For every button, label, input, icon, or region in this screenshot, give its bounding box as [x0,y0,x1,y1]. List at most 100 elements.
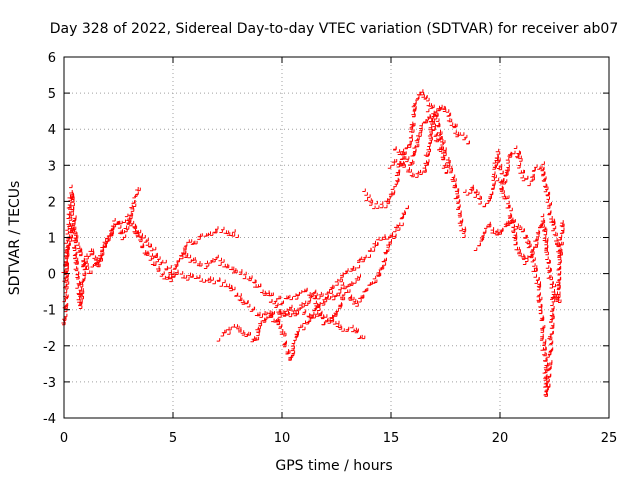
data-point [367,194,371,198]
data-point [517,162,522,166]
data-point [73,259,78,264]
data-point [395,177,399,182]
data-point [456,200,460,204]
data-point [79,283,84,288]
data-point [542,226,547,231]
data-point [210,277,214,281]
x-tick-label: 25 [601,431,618,446]
data-point [401,151,406,156]
data-point [260,289,264,293]
data-point [331,296,336,301]
data-point [350,324,354,329]
data-point [438,148,443,152]
data-point [413,148,417,152]
data-point [90,250,95,255]
data-point [345,328,349,332]
data-point [94,257,98,261]
data-point [323,298,328,303]
data-point [549,285,553,289]
grid-lines [64,57,609,418]
data-point [154,254,158,258]
data-point [226,232,231,236]
x-tick-label: 0 [60,431,68,446]
data-point [354,300,358,304]
data-point [208,260,213,264]
data-point [447,112,452,117]
data-point [81,257,85,262]
data-point [229,232,233,236]
data-point [302,320,306,324]
data-point [347,295,352,300]
data-point [477,242,481,247]
data-point [466,140,470,145]
data-point [412,152,416,156]
data-point [76,280,81,285]
data-point [499,188,504,192]
data-point [396,169,401,173]
data-point [253,279,257,284]
data-point [277,295,282,300]
data-point [148,244,152,248]
data-point [493,174,497,179]
y-tick-label: 3 [48,159,56,174]
data-point [66,242,70,246]
data-point [132,203,137,207]
data-point [70,208,75,213]
data-point [508,215,512,219]
data-point [76,242,80,246]
data-point [132,223,136,228]
data-point [112,218,116,222]
data-point [111,226,115,230]
data-point [463,189,467,193]
data-point [396,178,400,183]
data-point [508,220,513,224]
data-point [456,206,460,210]
data-point [193,259,197,264]
data-point [123,225,128,229]
data-point [338,286,342,291]
data-point [202,279,206,283]
data-point [142,250,147,254]
data-point [521,255,526,259]
data-point [65,227,69,231]
data-point [137,229,142,234]
data-point [78,248,83,253]
data-point [382,262,387,266]
data-point [79,252,83,257]
data-point [70,226,75,231]
data-point [281,331,286,335]
data-point [428,124,433,129]
data-point [544,383,548,388]
data-point [310,314,314,318]
data-point [295,332,299,336]
data-point [540,167,544,172]
data-point [548,202,552,206]
data-point [207,276,212,280]
data-point [357,274,361,278]
data-point [409,159,414,164]
data-point [419,89,424,93]
data-point [552,283,556,288]
data-point [149,253,153,257]
data-point [367,254,371,258]
data-point [413,100,417,105]
y-tick-label: -4 [43,412,56,427]
data-point [416,132,420,137]
data-point [556,281,561,286]
data-point [554,238,558,242]
data-point [258,320,262,325]
data-point [179,271,184,275]
data-point [360,294,365,298]
data-point [539,165,543,169]
data-point [505,220,510,224]
data-point [401,162,405,166]
data-point [251,336,256,340]
data-point [416,95,420,100]
data-point [445,157,450,161]
data-point [521,170,525,174]
data-point [549,276,553,281]
data-point [92,255,96,259]
data-point [534,164,538,168]
data-point [411,129,415,133]
data-point [135,187,139,191]
